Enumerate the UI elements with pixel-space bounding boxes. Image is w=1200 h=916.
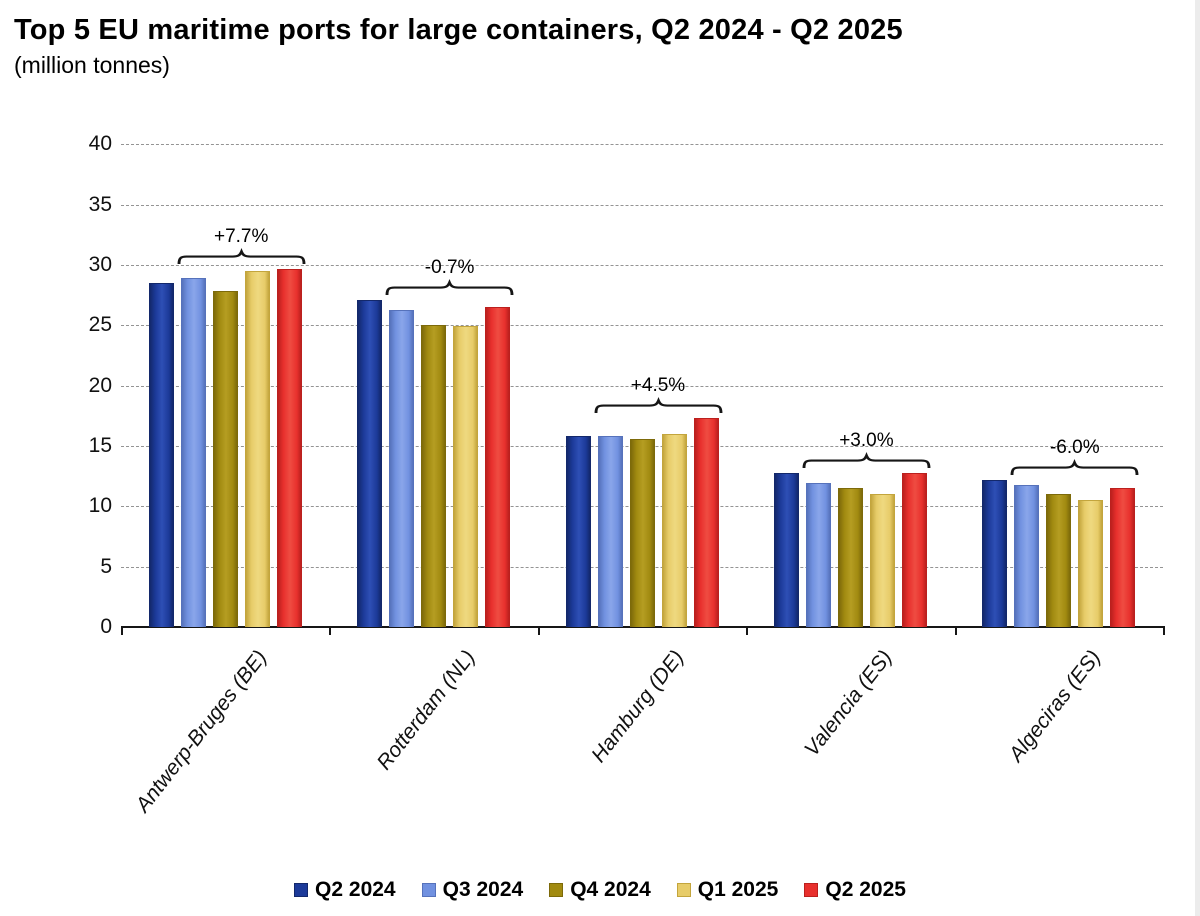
percent-change-brace bbox=[385, 278, 514, 295]
percent-change-label: +3.0% bbox=[839, 429, 894, 451]
legend-label: Q2 2025 bbox=[825, 878, 906, 901]
y-axis-tick-label: 20 bbox=[88, 373, 112, 397]
percent-change-label: +7.7% bbox=[213, 225, 269, 247]
legend-label: Q2 2024 bbox=[315, 878, 396, 901]
chart-title: Top 5 EU maritime ports for large contai… bbox=[14, 14, 903, 46]
x-axis-tick bbox=[121, 626, 123, 635]
legend-swatch bbox=[676, 883, 691, 897]
bar bbox=[389, 309, 415, 627]
x-axis-tick bbox=[329, 626, 332, 635]
x-axis-tick bbox=[537, 626, 540, 635]
legend-item: Q2 2024 bbox=[294, 878, 396, 902]
gridline bbox=[121, 325, 1163, 327]
bar bbox=[148, 283, 174, 627]
bar bbox=[1014, 484, 1040, 627]
bar bbox=[869, 494, 895, 627]
legend-item: Q2 2025 bbox=[804, 878, 906, 902]
percent-change-brace bbox=[1010, 458, 1139, 475]
gridline bbox=[121, 144, 1163, 146]
percent-change-brace bbox=[594, 397, 722, 414]
legend-item: Q4 2024 bbox=[549, 878, 651, 902]
bar bbox=[1046, 494, 1072, 627]
bar bbox=[693, 418, 719, 627]
x-axis-category-label: Algeciras (ES) bbox=[1004, 646, 1105, 766]
bar bbox=[773, 472, 799, 627]
screenshot-edge-shade bbox=[1195, 0, 1200, 916]
legend-swatch bbox=[294, 883, 309, 897]
y-axis-tick-label: 0 bbox=[100, 615, 112, 638]
y-axis-tick-label: 40 bbox=[88, 132, 112, 156]
legend-swatch bbox=[549, 883, 564, 897]
gridline bbox=[121, 385, 1163, 387]
chart-subtitle: (million tonnes) bbox=[14, 52, 170, 78]
bar bbox=[180, 278, 206, 627]
bar bbox=[453, 326, 479, 627]
x-axis-tick bbox=[1163, 626, 1165, 635]
y-axis-tick-label: 15 bbox=[88, 433, 112, 457]
percent-change-label: -0.7% bbox=[424, 256, 475, 278]
x-axis-line bbox=[121, 626, 1165, 628]
legend-label: Q4 2024 bbox=[570, 878, 651, 901]
y-axis-tick-label: 5 bbox=[100, 554, 112, 578]
bar bbox=[982, 479, 1008, 627]
bar bbox=[421, 325, 447, 627]
percent-change-brace bbox=[177, 247, 306, 264]
bar bbox=[485, 307, 511, 627]
legend-label: Q1 2025 bbox=[697, 878, 779, 901]
percent-change-label: -6.0% bbox=[1049, 436, 1100, 458]
legend-item: Q3 2024 bbox=[421, 878, 524, 902]
x-axis-category-label: Hamburg (DE) bbox=[586, 646, 689, 767]
bar bbox=[1078, 500, 1104, 627]
x-axis-tick bbox=[746, 626, 749, 635]
bar bbox=[837, 488, 863, 627]
bar bbox=[357, 299, 383, 627]
y-axis-tick-label: 35 bbox=[88, 192, 112, 216]
bar bbox=[629, 438, 655, 627]
x-axis-tick bbox=[954, 626, 957, 635]
x-axis-category-label: Valencia (ES) bbox=[799, 646, 897, 761]
legend-label: Q3 2024 bbox=[442, 878, 524, 901]
y-axis-tick-label: 25 bbox=[88, 313, 112, 337]
bar bbox=[212, 291, 238, 627]
gridline bbox=[121, 204, 1163, 206]
x-axis-category-label: Antwerp-Bruges (BE) bbox=[131, 646, 272, 817]
bar bbox=[565, 436, 591, 627]
legend-swatch bbox=[421, 883, 436, 897]
y-axis-tick-label: 30 bbox=[88, 252, 112, 276]
x-axis-category-label: Rotterdam (NL) bbox=[372, 646, 480, 775]
bar bbox=[1110, 488, 1136, 627]
bar bbox=[661, 433, 687, 627]
gridline bbox=[121, 264, 1163, 266]
y-axis-tick-label: 10 bbox=[88, 494, 112, 518]
legend-item: Q1 2025 bbox=[676, 878, 779, 902]
bar bbox=[805, 483, 831, 627]
bar bbox=[244, 270, 270, 627]
legend: Q2 2024 Q3 2024 Q4 2024 Q1 2025 Q2 2025 bbox=[0, 878, 1200, 902]
bar bbox=[276, 268, 302, 627]
legend-swatch bbox=[804, 883, 819, 897]
percent-change-brace bbox=[802, 451, 931, 468]
percent-change-label: +4.5% bbox=[630, 375, 686, 397]
bar bbox=[597, 436, 623, 627]
bar bbox=[901, 472, 927, 627]
